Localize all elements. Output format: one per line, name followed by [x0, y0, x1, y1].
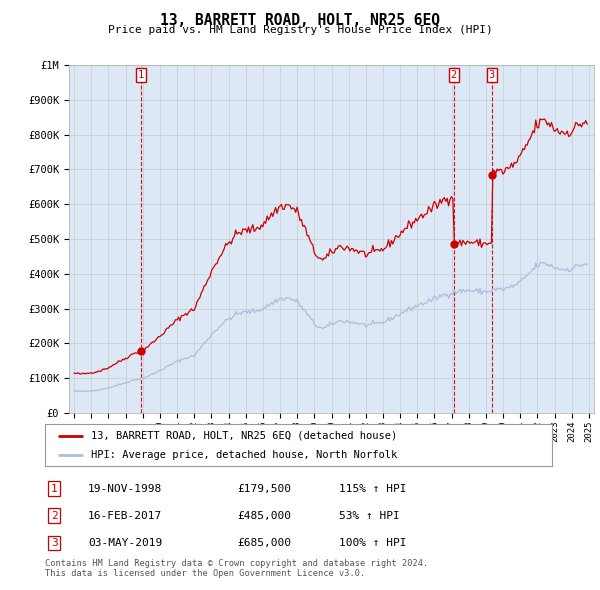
Text: 16-FEB-2017: 16-FEB-2017 [88, 511, 163, 521]
Text: Contains HM Land Registry data © Crown copyright and database right 2024.: Contains HM Land Registry data © Crown c… [45, 559, 428, 568]
Text: 53% ↑ HPI: 53% ↑ HPI [339, 511, 400, 521]
Text: 3: 3 [488, 70, 494, 80]
Text: 2: 2 [451, 70, 457, 80]
Text: 2: 2 [51, 511, 58, 521]
Text: Price paid vs. HM Land Registry's House Price Index (HPI): Price paid vs. HM Land Registry's House … [107, 25, 493, 35]
Text: 3: 3 [51, 538, 58, 548]
Text: 13, BARRETT ROAD, HOLT, NR25 6EQ (detached house): 13, BARRETT ROAD, HOLT, NR25 6EQ (detach… [91, 431, 397, 441]
Text: £685,000: £685,000 [238, 538, 292, 548]
Text: 03-MAY-2019: 03-MAY-2019 [88, 538, 163, 548]
Text: £179,500: £179,500 [238, 484, 292, 493]
Text: 100% ↑ HPI: 100% ↑ HPI [339, 538, 407, 548]
Text: This data is licensed under the Open Government Licence v3.0.: This data is licensed under the Open Gov… [45, 569, 365, 578]
Text: £485,000: £485,000 [238, 511, 292, 521]
Text: 1: 1 [51, 484, 58, 493]
Text: 1: 1 [137, 70, 144, 80]
Text: 115% ↑ HPI: 115% ↑ HPI [339, 484, 407, 493]
Text: HPI: Average price, detached house, North Norfolk: HPI: Average price, detached house, Nort… [91, 451, 397, 460]
Text: 19-NOV-1998: 19-NOV-1998 [88, 484, 163, 493]
Text: 13, BARRETT ROAD, HOLT, NR25 6EQ: 13, BARRETT ROAD, HOLT, NR25 6EQ [160, 13, 440, 28]
